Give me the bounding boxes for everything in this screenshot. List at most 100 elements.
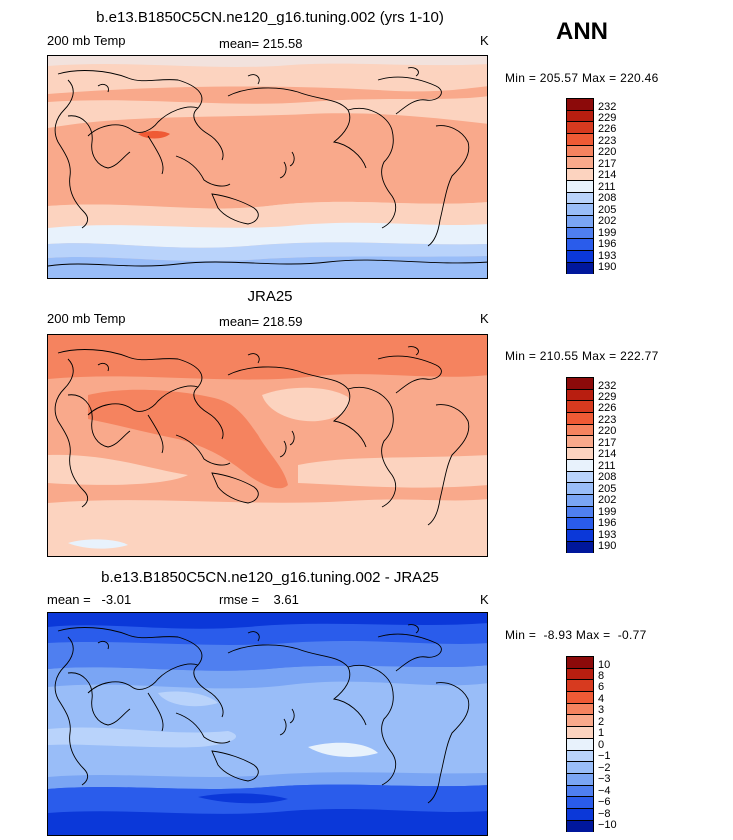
cbar-label: 217: [598, 437, 617, 449]
panel1-cbar-swatch: [567, 169, 593, 181]
panel1-title: b.e13.B1850C5CN.ne120_g16.tuning.002 (yr…: [96, 9, 444, 26]
panel2-cbar-swatch: [567, 448, 593, 460]
panel3-minmax: Min = -8.93 Max = -0.77: [505, 628, 647, 642]
cbar-label: 229: [598, 391, 617, 403]
panel2-map: [47, 334, 488, 557]
panel3-cbar-swatch: [567, 750, 593, 763]
cbar-label: 190: [598, 540, 617, 552]
cbar-label: 1: [598, 727, 605, 739]
cbar-label: 226: [598, 402, 617, 414]
cbar-label: 2: [598, 716, 605, 728]
panel3-cbar-swatch: [567, 773, 593, 786]
cbar-label: 202: [598, 215, 617, 227]
panel3-title: b.e13.B1850C5CN.ne120_g16.tuning.002 - J…: [101, 569, 439, 586]
cbar-label: 220: [598, 146, 617, 158]
panel1-colorbar: [566, 98, 594, 275]
panel2-colorbar: [566, 377, 594, 554]
panel3-rmse: rmse = 3.61: [219, 592, 299, 607]
panel3-cbar-swatch: [567, 692, 593, 704]
cbar-label: 214: [598, 169, 617, 181]
cbar-label: 211: [598, 181, 616, 193]
panel1-cbar-swatch: [567, 250, 593, 263]
panel3-mean: mean = -3.01: [47, 592, 132, 607]
panel2-field-label: 200 mb Temp: [47, 311, 126, 326]
cbar-label: −3: [598, 773, 611, 785]
cbar-label: 202: [598, 494, 617, 506]
panel2-unit: K: [480, 311, 489, 326]
panel3-unit: K: [480, 592, 489, 607]
panel2-cbar-swatch: [567, 424, 593, 437]
cbar-label: 6: [598, 681, 605, 693]
panel2-cbar-swatch: [567, 471, 593, 484]
panel1-cbar-swatch: [567, 239, 593, 251]
cbar-label: −8: [598, 808, 611, 820]
panel3-cbar-swatch: [567, 727, 593, 739]
cbar-label: 220: [598, 425, 617, 437]
cbar-label: 208: [598, 192, 617, 204]
cbar-label: 196: [598, 238, 617, 250]
cbar-label: 3: [598, 704, 605, 716]
panel3-cbar-swatch: [567, 808, 593, 821]
panel2-cbar-swatch: [567, 518, 593, 530]
panel1-cbar-swatch: [567, 227, 593, 240]
cbar-label: 217: [598, 158, 617, 170]
cbar-label: −2: [598, 762, 611, 774]
panel2-cbar-swatch: [567, 389, 593, 402]
panel3-colorbar: [566, 656, 594, 833]
panel2-cbar-swatch: [567, 378, 593, 390]
panel1-cbar-swatch: [567, 262, 593, 275]
cbar-label: −6: [598, 796, 611, 808]
panel1-cbar-swatch: [567, 99, 593, 111]
panel3-cbar-swatch: [567, 715, 593, 728]
panel1-cbar-swatch: [567, 134, 593, 146]
panel1-cbar-swatch: [567, 204, 593, 216]
panel1-mean: mean= 215.58: [219, 36, 303, 51]
panel3-cbar-swatch: [567, 738, 593, 751]
cbar-label: 211: [598, 460, 616, 472]
panel1-map: [47, 55, 488, 279]
cbar-label: −10: [598, 819, 617, 831]
panel2-cbar-swatch: [567, 541, 593, 554]
cbar-label: 223: [598, 135, 617, 147]
panel3-cbar-swatch: [567, 680, 593, 693]
panel2-cbar-swatch: [567, 529, 593, 542]
panel1-unit: K: [480, 33, 489, 48]
cbar-label: 205: [598, 204, 617, 216]
cbar-label: 8: [598, 670, 605, 682]
cbar-label: −4: [598, 785, 611, 797]
cbar-label: −1: [598, 750, 611, 762]
panel3-map: [47, 612, 488, 836]
panel1-field-label: 200 mb Temp: [47, 33, 126, 48]
panel2-minmax: Min = 210.55 Max = 222.77: [505, 349, 659, 363]
panel3-cbar-swatch: [567, 820, 593, 833]
panel2-cbar-swatch: [567, 494, 593, 507]
cbar-label: 232: [598, 380, 617, 392]
panel1-cbar-swatch: [567, 180, 593, 193]
cbar-label: 232: [598, 101, 617, 113]
cbar-label: 205: [598, 483, 617, 495]
panel2-cbar-swatch: [567, 506, 593, 519]
cbar-label: 0: [598, 739, 605, 751]
panel3-cbar-swatch: [567, 785, 593, 798]
panel1-cbar-swatch: [567, 215, 593, 228]
cbar-label: 199: [598, 506, 617, 518]
cbar-label: 223: [598, 414, 617, 426]
panel1-cbar-swatch: [567, 145, 593, 158]
cbar-label: 4: [598, 693, 605, 705]
panel3-cbar-swatch: [567, 762, 593, 774]
panel2-cbar-swatch: [567, 459, 593, 472]
panel1-cbar-swatch: [567, 122, 593, 135]
panel2-cbar-swatch: [567, 436, 593, 449]
panel1-cbar-swatch: [567, 157, 593, 170]
panel3-cbar-swatch: [567, 668, 593, 681]
cbar-label: 193: [598, 250, 617, 262]
panel2-title: JRA25: [247, 288, 293, 305]
cbar-label: 10: [598, 659, 611, 671]
panel2-cbar-swatch: [567, 401, 593, 414]
panel3-cbar-swatch: [567, 797, 593, 809]
cbar-label: 193: [598, 529, 617, 541]
panel1-minmax: Min = 205.57 Max = 220.46: [505, 71, 659, 85]
cbar-label: 226: [598, 123, 617, 135]
panel3-cbar-swatch: [567, 657, 593, 669]
panel2-cbar-swatch: [567, 483, 593, 495]
